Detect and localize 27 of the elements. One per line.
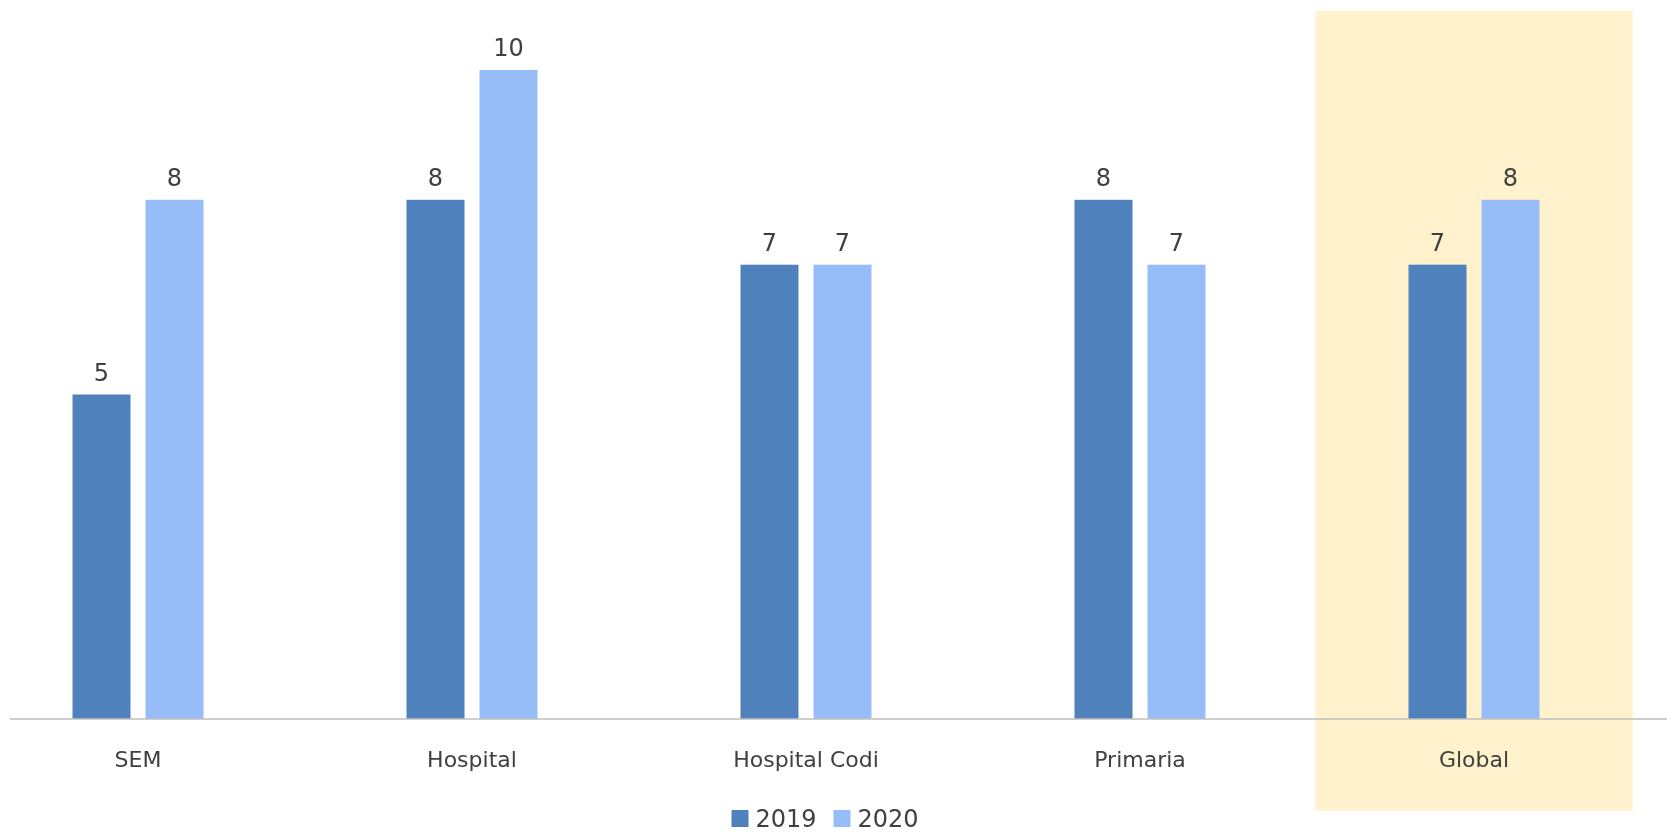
- data-label: 7: [761, 228, 778, 257]
- data-label: 8: [166, 163, 183, 192]
- data-label: 8: [1095, 163, 1112, 192]
- data-label: 7: [1168, 228, 1185, 257]
- data-label: 5: [93, 358, 110, 387]
- bar: [1147, 264, 1206, 719]
- data-label: 10: [493, 34, 524, 62]
- bar: [479, 70, 538, 719]
- bar: [740, 264, 799, 719]
- data-label: 7: [834, 228, 851, 257]
- x-tick-label: Hospital Codi: [733, 747, 879, 772]
- data-label: 7: [1429, 228, 1446, 257]
- bar: [1074, 199, 1133, 719]
- data-label: 8: [1502, 163, 1519, 192]
- x-tick-label: Primaria: [1094, 747, 1186, 772]
- x-tick-label: Global: [1438, 747, 1510, 772]
- legend-label: 2019: [755, 805, 817, 832]
- x-tick-label: Hospital: [427, 747, 517, 772]
- data-label: 8: [427, 163, 444, 192]
- bar: [145, 199, 204, 719]
- x-tick-label: SEM: [114, 747, 162, 772]
- bar: [813, 264, 872, 719]
- bar: [406, 199, 465, 719]
- bar: [1408, 264, 1467, 719]
- bar: [72, 394, 131, 719]
- bar: [1481, 199, 1540, 719]
- legend-label: 2020: [857, 805, 919, 832]
